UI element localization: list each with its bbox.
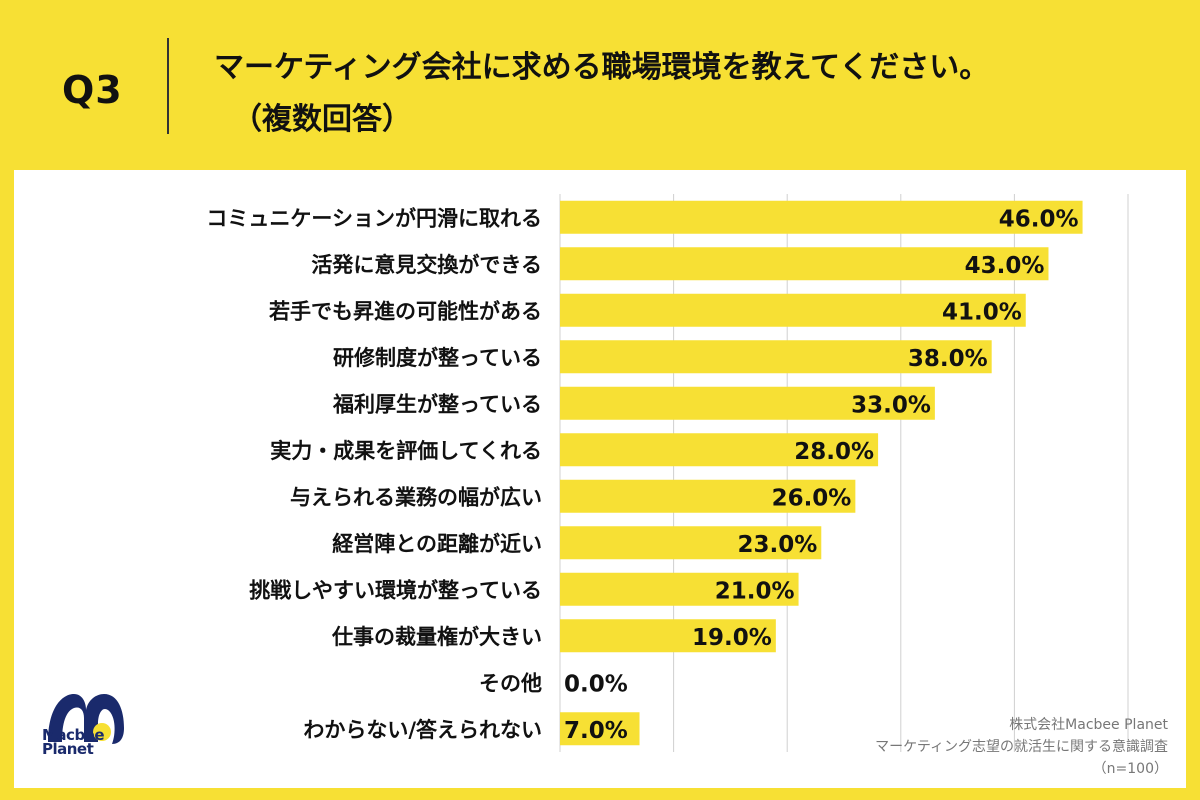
question-number: Q3 — [62, 68, 123, 112]
category-label: 与えられる業務の幅が広い — [290, 485, 542, 509]
value-label: 19.0% — [692, 625, 772, 651]
bar — [560, 619, 776, 653]
logo-wordmark: Macbee Planet — [42, 726, 132, 758]
source-sample: （n=100） — [1092, 761, 1168, 777]
source-note: 株式会社Macbee Planet マーケティング志望の就活生に関する意識調査 … — [875, 714, 1168, 780]
value-label: 43.0% — [965, 253, 1045, 279]
question-title: マーケティング会社に求める職場環境を教えてください。 — [214, 50, 990, 85]
category-label: 福利厚生が整っている — [332, 392, 542, 416]
header: Q3 マーケティング会社に求める職場環境を教えてください。 （複数回答） — [0, 0, 1200, 170]
category-label: 若手でも昇進の可能性がある — [268, 299, 542, 323]
category-label: わからない/答えられない — [303, 718, 542, 742]
value-label: 41.0% — [942, 299, 1022, 325]
value-label: 21.0% — [715, 578, 795, 604]
bar — [560, 340, 992, 374]
value-label: 33.0% — [851, 392, 931, 418]
logo-line-2: Planet — [42, 740, 94, 758]
value-label: 7.0% — [564, 718, 628, 744]
bar — [560, 712, 640, 746]
category-label: 仕事の裁量権が大きい — [331, 625, 542, 649]
value-label: 0.0% — [564, 671, 628, 697]
bar — [560, 572, 799, 606]
bar — [560, 293, 1026, 327]
macbee-m-logo-icon — [48, 694, 124, 744]
logo-line-1: Macbee — [42, 726, 105, 744]
bar — [560, 200, 1083, 234]
header-divider — [167, 38, 169, 134]
bar — [560, 386, 935, 420]
category-label: 活発に意見交換ができる — [311, 253, 542, 277]
value-label: 28.0% — [794, 439, 874, 465]
value-label: 26.0% — [772, 485, 852, 511]
category-label: コミュニケーションが円滑に取れる — [206, 206, 542, 230]
question-subtitle: （複数回答） — [232, 102, 412, 137]
source-company: 株式会社Macbee Planet — [1009, 717, 1168, 733]
source-survey: マーケティング志望の就活生に関する意識調査 — [875, 739, 1168, 755]
bar — [560, 479, 856, 513]
category-label: 実力・成果を評価してくれる — [270, 439, 542, 463]
value-label: 46.0% — [999, 206, 1079, 232]
category-label: 経営陣との距離が近い — [332, 532, 542, 556]
value-label: 38.0% — [908, 346, 988, 372]
value-label: 23.0% — [737, 532, 817, 558]
chart-panel: コミュニケーションが円滑に取れる 46.0% 活発に意見交換ができる 43.0% 若手で… — [14, 170, 1186, 788]
bar — [560, 433, 879, 467]
bar-chart: コミュニケーションが円滑に取れる 46.0% 活発に意見交換ができる 43.0% 若手で… — [206, 194, 1129, 752]
category-label: その他 — [479, 671, 542, 695]
category-label: 研修制度が整っている — [333, 346, 542, 370]
category-label: 挑戦しやすい環境が整っている — [249, 578, 542, 602]
bar — [560, 247, 1049, 281]
bar — [560, 526, 822, 560]
